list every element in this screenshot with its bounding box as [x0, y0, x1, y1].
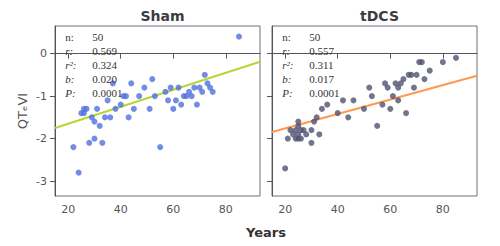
svg-text:n:: n:	[65, 31, 76, 43]
svg-text:P:: P:	[64, 87, 78, 99]
svg-text:60: 60	[166, 203, 180, 216]
svg-text:20: 20	[278, 203, 292, 216]
svg-text:80: 80	[436, 203, 450, 216]
svg-text:Years: Years	[245, 225, 286, 240]
svg-text:-3: -3	[36, 175, 47, 188]
svg-text:40: 40	[331, 203, 345, 216]
svg-text:50: 50	[309, 31, 321, 43]
svg-text:20: 20	[61, 203, 75, 216]
svg-text:0.324: 0.324	[92, 59, 117, 71]
svg-text:r²:: r²:	[282, 59, 296, 71]
svg-text:r:: r:	[282, 45, 293, 57]
svg-text:50: 50	[92, 31, 104, 43]
svg-text:0.569: 0.569	[92, 45, 117, 57]
svg-text:r:: r:	[65, 45, 76, 57]
svg-text:0.020: 0.020	[92, 73, 117, 85]
svg-text:-2: -2	[36, 132, 47, 145]
svg-text:tDCS: tDCS	[360, 8, 399, 24]
svg-text:-1: -1	[36, 90, 47, 103]
svg-text:0.0001: 0.0001	[309, 87, 339, 99]
svg-text:0.0001: 0.0001	[92, 87, 122, 99]
svg-text:QTₑVI: QTₑVI	[15, 93, 30, 129]
svg-text:Sham: Sham	[140, 8, 184, 24]
svg-text:80: 80	[219, 203, 233, 216]
svg-text:0: 0	[40, 47, 47, 60]
svg-text:0.311: 0.311	[309, 59, 333, 71]
svg-text:60: 60	[383, 203, 397, 216]
svg-text:r²:: r²:	[65, 59, 79, 71]
svg-text:0.557: 0.557	[309, 45, 334, 57]
svg-text:0.017: 0.017	[309, 73, 334, 85]
svg-text:b:: b:	[65, 73, 77, 85]
svg-text:P:: P:	[281, 87, 295, 99]
svg-text:n:: n:	[282, 31, 293, 43]
svg-text:b:: b:	[282, 73, 294, 85]
svg-text:40: 40	[114, 203, 128, 216]
